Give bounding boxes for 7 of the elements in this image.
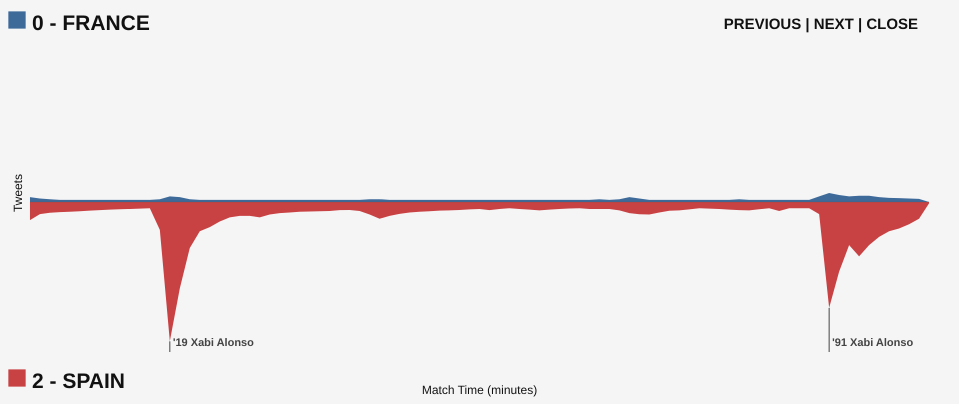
y-axis-title: Tweets	[11, 174, 25, 212]
annotation: '91 Xabi Alonso	[832, 337, 914, 349]
legend-label: 0 - FRANCE	[32, 12, 150, 35]
x-axis-title: Match Time (minutes)	[422, 383, 538, 397]
legend-label: 2 - SPAIN	[32, 370, 125, 393]
annotation: '19 Xabi Alonso	[172, 337, 254, 349]
text: PREVIOUS | NEXT | CLOSE	[724, 16, 918, 33]
